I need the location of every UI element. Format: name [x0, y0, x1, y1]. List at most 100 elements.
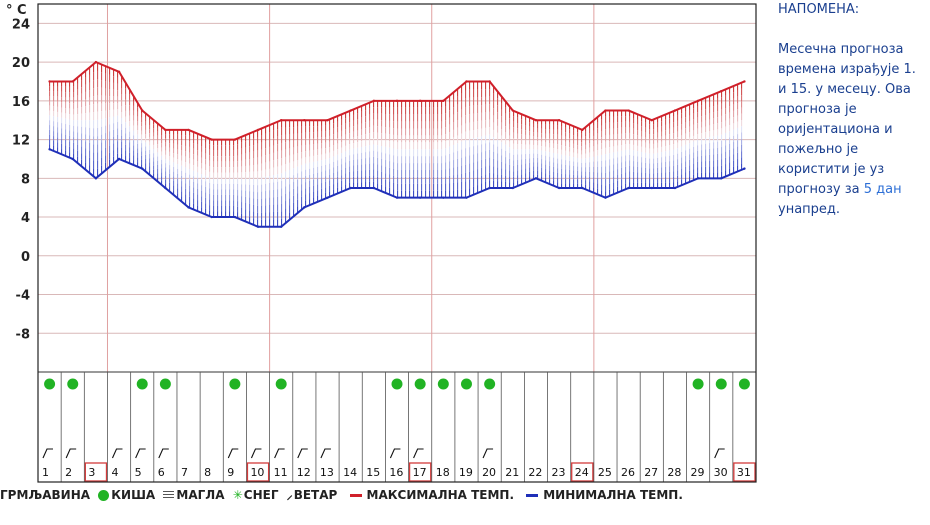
legend-max-temp: МАКСИМАЛНА ТЕМП. — [346, 487, 515, 502]
min-temp-point — [442, 196, 445, 199]
day-label: 1 — [42, 466, 49, 479]
max-temp-point — [696, 99, 700, 103]
legend-rain: КИША — [98, 488, 155, 502]
max-temp-point — [627, 109, 630, 112]
rain-icon — [44, 378, 56, 390]
y-tick-label: 0 — [21, 250, 30, 265]
legend-min-temp: МИНИМАЛНА ТЕМП. — [522, 488, 683, 502]
max-temp-point — [210, 138, 213, 141]
temperature-plot — [38, 4, 756, 482]
wind-icon — [297, 448, 308, 459]
min-temp-point — [48, 148, 51, 151]
max-temp-point — [94, 60, 98, 64]
rain-icon — [275, 378, 287, 390]
legend-max-label: МАКСИМАЛНА ТЕМП. — [366, 487, 515, 502]
min-temp-point — [720, 177, 723, 180]
legend-wind-label: ВЕТАР — [293, 488, 338, 502]
day-label: 24 — [575, 466, 589, 479]
y-tick-label: 4 — [21, 211, 30, 226]
min-temp-point — [141, 167, 144, 170]
five-day-forecast-link[interactable]: 5 дан — [863, 182, 902, 197]
min-temp-point — [326, 196, 329, 199]
day-label: 9 — [227, 466, 234, 479]
max-temp-point — [511, 109, 515, 112]
min-temp-point — [673, 186, 677, 190]
min-temp-point — [187, 206, 190, 209]
highlighted-day-box — [84, 462, 108, 482]
max-temp-point — [141, 109, 144, 112]
note-title: НАПОМЕНА: — [778, 2, 860, 17]
day-label: 15 — [366, 466, 380, 479]
wind-icon — [389, 448, 401, 459]
rain-icon — [136, 378, 148, 390]
min-temp-point — [71, 157, 74, 161]
legend-thunder-label: ГРМЉАВИНА — [0, 487, 91, 502]
max-temp-point — [233, 138, 237, 141]
max-temp-point — [604, 109, 607, 112]
min-temp-point — [210, 215, 213, 219]
max-temp-point — [349, 109, 352, 112]
note-body: Месечна прогноза времена израђује 1. и 1… — [778, 42, 916, 197]
legend-thunder: ГРМЉАВИНА — [0, 488, 90, 502]
max-temp-point — [279, 119, 283, 122]
legend-wind: ⸝ВЕТАР — [287, 486, 338, 503]
min-temp-point — [117, 157, 121, 161]
day-label: 30 — [714, 466, 728, 479]
highlighted-day-box — [733, 462, 756, 482]
wind-icon — [158, 448, 169, 459]
y-tick-label: -4 — [16, 289, 30, 304]
max-temp-point — [650, 119, 653, 122]
day-label: 19 — [459, 466, 473, 479]
max-temp-point — [418, 99, 422, 103]
temperature-range-band — [49, 62, 743, 227]
min-temp-point — [534, 177, 538, 180]
plot-background — [38, 4, 756, 482]
y-tick-label: 24 — [12, 17, 30, 32]
min-temp-point — [581, 186, 584, 190]
rain-icon — [391, 378, 403, 390]
max-temp-point — [673, 109, 677, 112]
wind-flag-icon: ⸝ — [286, 488, 293, 502]
min-temp-point — [511, 186, 515, 190]
max-temp-point — [720, 89, 723, 93]
legend-snow-label: СНЕГ — [243, 487, 279, 502]
y-axis-unit-label: ° C — [6, 3, 27, 18]
rain-icon — [414, 378, 426, 390]
legend-fog: МАГЛА — [163, 488, 225, 502]
y-tick-label: 16 — [12, 95, 30, 110]
day-label: 13 — [320, 466, 334, 479]
day-label: 22 — [528, 466, 542, 479]
rain-icon — [67, 378, 79, 390]
day-label: 17 — [413, 466, 427, 479]
day-label: 18 — [436, 466, 450, 479]
max-temp-point — [557, 119, 561, 122]
fog-lines-icon — [163, 490, 175, 500]
rain-icon — [738, 378, 750, 390]
day-label: 12 — [297, 466, 311, 479]
max-temp-point — [164, 128, 167, 132]
y-tick-label: 20 — [12, 56, 30, 71]
min-temp-point — [256, 225, 260, 228]
min-temp-point — [303, 206, 306, 209]
day-label: 28 — [667, 466, 681, 479]
min-temp-point — [233, 215, 237, 219]
max-temp-point — [465, 80, 468, 83]
max-temp-point — [187, 128, 190, 132]
max-temp-line-swatch — [349, 493, 362, 497]
min-temp-point — [279, 225, 283, 228]
day-label: 8 — [204, 466, 211, 479]
wind-icon — [274, 448, 285, 459]
day-label: 29 — [691, 466, 705, 479]
min-temp-point — [696, 177, 700, 180]
day-label: 5 — [135, 466, 142, 479]
day-label: 21 — [505, 466, 519, 479]
rain-icon — [460, 378, 472, 390]
legend: ГРМЉАВИНА КИША МАГЛА ✳СНЕГ ⸝ВЕТАР МАКСИМ… — [0, 486, 930, 506]
max-temp-point — [488, 80, 491, 83]
day-label: 6 — [158, 466, 165, 479]
rain-icon — [484, 378, 496, 390]
max-temp-point — [581, 128, 584, 132]
day-label: 2 — [65, 466, 72, 479]
min-temp-point — [488, 186, 491, 190]
